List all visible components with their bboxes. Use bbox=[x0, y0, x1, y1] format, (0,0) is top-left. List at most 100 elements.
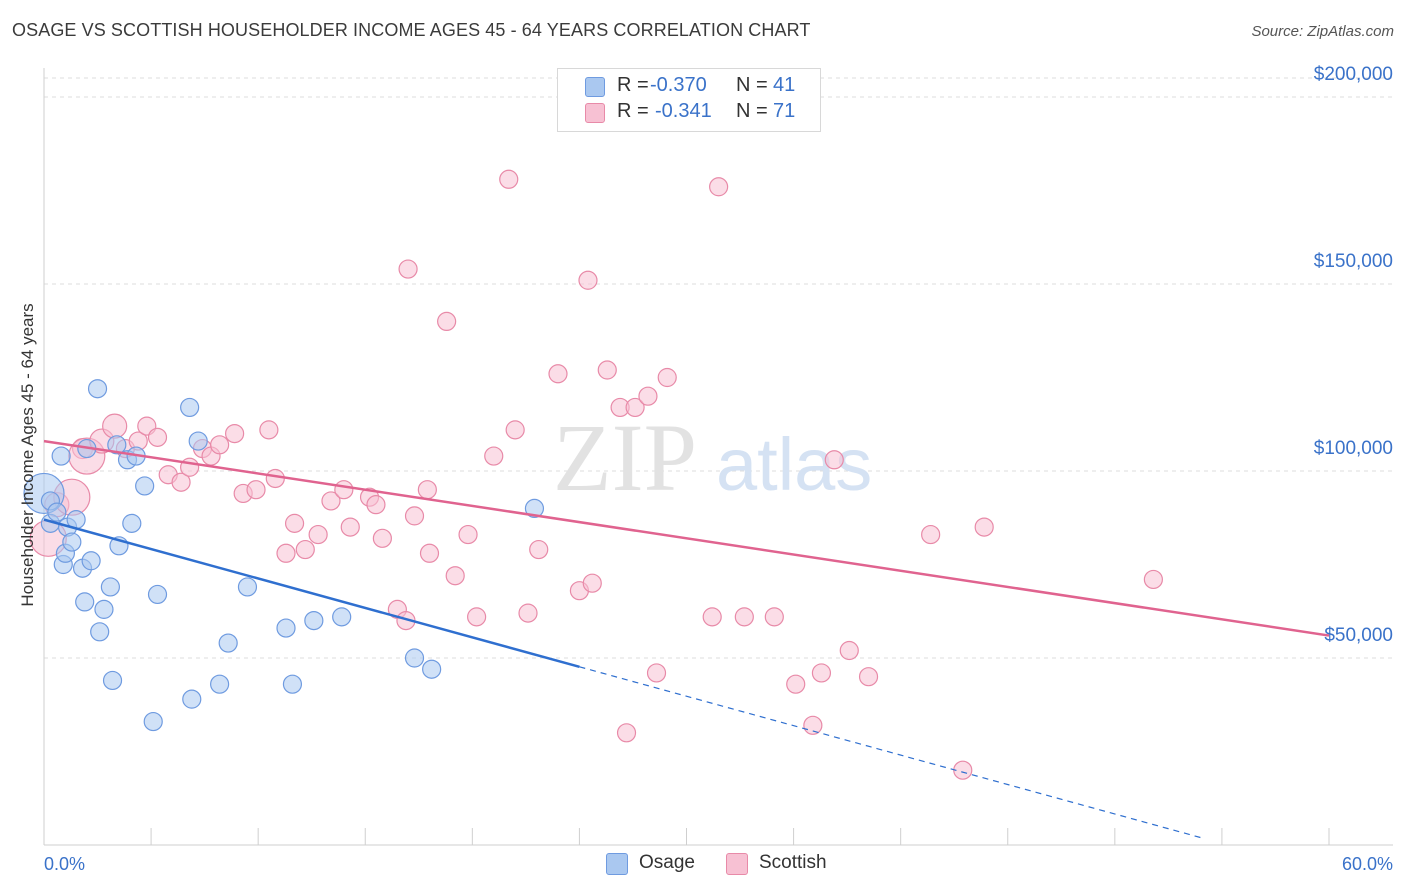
data-point bbox=[366, 495, 386, 515]
y-tick-labels: $50,000 $100,000 $150,000 $200,000 bbox=[1314, 64, 1393, 646]
data-point bbox=[102, 670, 123, 691]
data-point bbox=[47, 502, 67, 522]
data-point bbox=[417, 480, 437, 500]
data-point bbox=[210, 435, 230, 455]
gridlines bbox=[44, 77, 1393, 659]
n-label: N = bbox=[736, 100, 768, 122]
osage-trend-line bbox=[43, 518, 580, 669]
data-point bbox=[340, 517, 360, 537]
data-point bbox=[147, 427, 168, 447]
data-point bbox=[180, 397, 200, 418]
data-point bbox=[246, 480, 266, 500]
data-point bbox=[259, 420, 279, 440]
data-point bbox=[102, 413, 128, 439]
source-credit: Source: ZipAtlas.com bbox=[1251, 23, 1394, 40]
data-point bbox=[334, 480, 354, 500]
data-point bbox=[87, 379, 108, 399]
data-point bbox=[81, 551, 101, 571]
y-tick-label: $150,000 bbox=[1314, 251, 1393, 272]
data-point bbox=[304, 610, 324, 631]
data-point bbox=[824, 450, 844, 470]
data-point bbox=[372, 528, 392, 548]
data-point bbox=[597, 360, 617, 380]
data-point bbox=[974, 517, 994, 537]
n-value: 71 bbox=[773, 100, 796, 122]
data-point bbox=[284, 513, 305, 533]
data-point bbox=[524, 498, 545, 518]
data-point bbox=[657, 367, 677, 388]
data-point bbox=[295, 539, 315, 560]
data-point bbox=[499, 169, 519, 189]
data-point bbox=[182, 689, 202, 709]
data-point bbox=[90, 622, 110, 642]
data-point bbox=[404, 506, 425, 526]
watermark-zip: ZIP bbox=[553, 404, 697, 511]
scottish-trend-line bbox=[43, 439, 1330, 637]
data-point bbox=[398, 259, 418, 279]
series-osage bbox=[23, 379, 545, 732]
data-point bbox=[94, 599, 114, 619]
correlation-stats-box: R = -0.370 N = 41 R = -0.341 N = 71 bbox=[557, 68, 821, 132]
data-point bbox=[548, 364, 568, 384]
y-tick-label: $200,000 bbox=[1314, 64, 1393, 85]
data-point bbox=[107, 435, 127, 455]
r-label: R = bbox=[617, 74, 649, 96]
data-point bbox=[210, 674, 230, 694]
stats-row-scottish: R = -0.341 N = 71 bbox=[558, 100, 820, 126]
legend-label-osage: Osage bbox=[639, 852, 695, 873]
data-point bbox=[422, 659, 442, 679]
data-point bbox=[839, 640, 859, 661]
data-point bbox=[147, 584, 168, 605]
chart-title: OSAGE VS SCOTTISH HOUSEHOLDER INCOME AGE… bbox=[12, 20, 811, 40]
data-point bbox=[75, 592, 95, 612]
r-value: -0.370 bbox=[650, 74, 707, 96]
r-value: -0.341 bbox=[655, 100, 712, 122]
data-point bbox=[51, 446, 71, 466]
data-point bbox=[616, 723, 637, 743]
n-value: 41 bbox=[773, 74, 796, 96]
data-point bbox=[225, 424, 245, 444]
y-tick-label: $50,000 bbox=[1324, 625, 1393, 646]
osage-swatch bbox=[585, 77, 605, 97]
r-label: R = bbox=[617, 100, 649, 122]
data-point bbox=[734, 607, 754, 627]
data-point bbox=[764, 607, 784, 627]
osage-trend-extension bbox=[579, 666, 1201, 839]
data-point bbox=[276, 618, 296, 638]
y-tick-label: $100,000 bbox=[1314, 438, 1393, 459]
data-point bbox=[582, 573, 602, 593]
data-point bbox=[518, 603, 538, 623]
stats-row-osage: R = -0.370 N = 41 bbox=[558, 74, 820, 100]
data-point bbox=[332, 607, 352, 627]
watermark: ZIP atlas bbox=[553, 404, 872, 511]
data-point bbox=[803, 715, 823, 735]
legend-swatch-scottish bbox=[726, 853, 748, 875]
x-axis-ticks bbox=[43, 828, 1330, 845]
n-label: N = bbox=[736, 74, 768, 96]
data-point bbox=[638, 386, 658, 406]
data-point bbox=[858, 667, 879, 687]
data-point bbox=[135, 476, 155, 496]
data-point bbox=[171, 472, 191, 492]
scottish-swatch bbox=[585, 103, 605, 123]
data-point bbox=[458, 524, 478, 545]
data-point bbox=[218, 633, 238, 653]
data-point bbox=[578, 270, 598, 290]
data-point bbox=[100, 577, 120, 597]
data-point bbox=[188, 431, 208, 451]
watermark-atlas: atlas bbox=[716, 423, 872, 506]
data-point bbox=[265, 468, 285, 489]
data-point bbox=[467, 607, 487, 627]
data-point bbox=[276, 543, 296, 563]
data-point bbox=[62, 532, 82, 552]
data-point bbox=[505, 420, 525, 440]
data-point bbox=[445, 566, 465, 586]
data-point bbox=[143, 711, 163, 732]
data-point bbox=[702, 607, 722, 627]
x-tick-label-min: 0.0% bbox=[44, 854, 85, 874]
data-point bbox=[484, 446, 504, 466]
data-point bbox=[321, 491, 341, 511]
data-point bbox=[237, 577, 258, 597]
y-axis-title: Householder Income Ages 45 - 64 years bbox=[18, 303, 37, 606]
